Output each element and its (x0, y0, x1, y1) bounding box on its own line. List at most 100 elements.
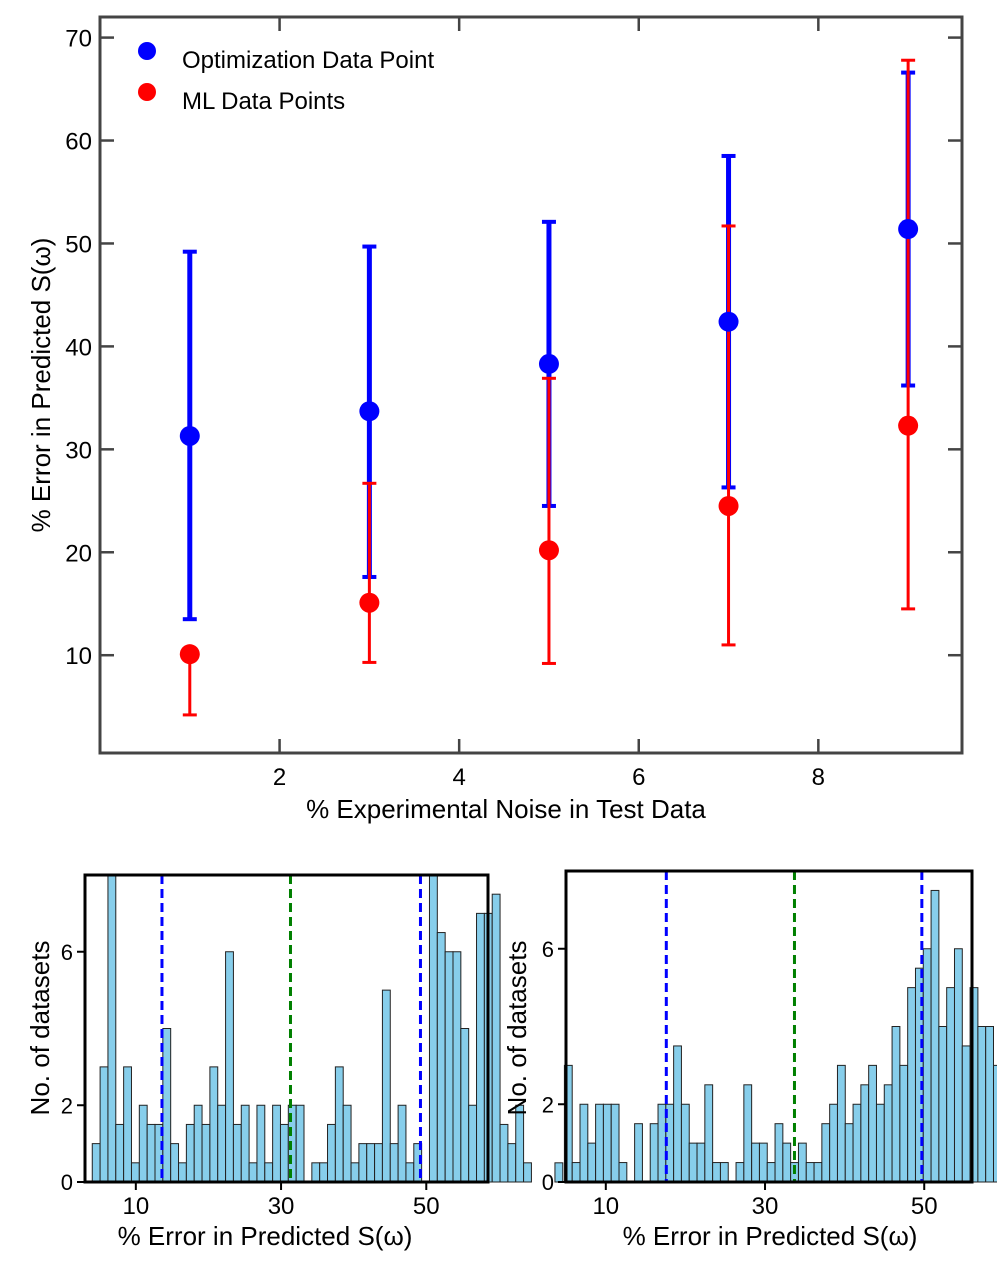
histogram-bar (499, 1123, 509, 1183)
histogram-bar (735, 1162, 745, 1183)
main-x-tick-label: 2 (273, 764, 286, 791)
histogram-bar (891, 1026, 901, 1183)
histogram-bar (130, 1162, 140, 1183)
histogram-bar (201, 1123, 211, 1183)
histogram-bar (930, 889, 940, 1183)
histogram-bar (938, 1026, 948, 1183)
histogram-x-tick-label: 10 (122, 1193, 149, 1220)
histogram-2-y-label: No. of datasets (502, 941, 532, 1116)
histogram-bar (579, 1103, 589, 1183)
histogram-bar (91, 1143, 101, 1183)
histogram-bar (240, 1104, 250, 1183)
histogram-ml: 10 30 50 0 2 6 % Error in Predicted S(ω) No. … (502, 869, 997, 1251)
legend-optimization-marker (138, 42, 156, 60)
histogram-bar (248, 1162, 258, 1183)
histogram-bar (389, 1143, 399, 1183)
data-point-optimization (898, 219, 919, 240)
main-axis-ticks: 2 4 6 8 10 20 30 40 50 60 70 (65, 17, 962, 791)
main-x-tick-label: 6 (632, 764, 645, 791)
main-y-tick-label: 30 (65, 437, 92, 464)
histogram-bar (107, 874, 117, 1183)
histogram-bar (397, 1104, 407, 1183)
histogram-y-tick-label: 0 (61, 1170, 73, 1195)
histogram-bar (405, 1162, 415, 1183)
data-point-ml (718, 495, 739, 516)
histogram-bar (688, 1142, 698, 1183)
main-x-axis-label: % Experimental Noise in Test Data (306, 794, 706, 824)
data-point-optimization (538, 353, 559, 374)
histogram-bar (712, 1162, 721, 1183)
histogram-bar (232, 1123, 242, 1183)
histogram-y-tick-label: 6 (61, 940, 73, 965)
histogram-bar (946, 987, 955, 1183)
histogram-bar (295, 1104, 305, 1183)
histogram-bar (844, 1123, 854, 1183)
histogram-bar (264, 1162, 274, 1183)
histogram-bar (311, 1162, 321, 1183)
histogram-bar (899, 1064, 909, 1183)
histogram-bar (319, 1162, 329, 1183)
histogram-bar (185, 1123, 195, 1183)
histogram-bar (704, 1084, 714, 1183)
histogram-bar (602, 1103, 612, 1183)
histogram-bar (743, 1084, 753, 1183)
histogram-bar (342, 1104, 352, 1183)
histogram-bar (774, 1123, 784, 1183)
histogram-2-frame (564, 869, 974, 1184)
histogram-bar (444, 951, 454, 1183)
main-x-tick-label: 8 (812, 764, 825, 791)
histogram-bar (618, 1162, 628, 1183)
histogram-bar (758, 1142, 768, 1183)
main-y-tick-label: 20 (65, 540, 92, 567)
histogram-bar (468, 1104, 478, 1183)
histogram-bar (327, 1123, 336, 1183)
histogram-bar (649, 1123, 659, 1183)
histogram-1-frame (83, 873, 490, 1184)
histogram-bar (523, 1162, 532, 1183)
histogram-1-x-label: % Error in Predicted S(ω) (118, 1221, 413, 1251)
histogram-bar (719, 1162, 729, 1183)
histogram-bar (657, 1103, 667, 1183)
data-point-optimization (359, 401, 380, 422)
histogram-bar (829, 1103, 838, 1183)
histogram-bar (115, 1123, 125, 1183)
legend-ml-label: ML Data Points (182, 88, 345, 115)
histogram-bar (374, 1143, 383, 1183)
data-point-ml (898, 415, 919, 436)
histogram-2-ticks: 10 30 50 0 2 6 (542, 937, 938, 1220)
histogram-bar (193, 1104, 203, 1183)
histogram-bar (673, 1045, 682, 1183)
histogram-bar (680, 1103, 690, 1183)
histogram-bar (162, 1028, 172, 1183)
histogram-2-vlines (664, 871, 924, 1182)
histogram-2-bars (563, 889, 997, 1183)
data-point-ml (359, 592, 380, 613)
histogram-bar (381, 989, 391, 1183)
histogram-y-tick-label: 2 (61, 1093, 73, 1118)
histogram-bar (821, 1123, 831, 1183)
histogram-x-tick-label: 30 (268, 1193, 295, 1220)
data-point-optimization (718, 311, 739, 332)
histogram-y-tick-label: 6 (542, 937, 554, 962)
histogram-bar (491, 893, 501, 1183)
histogram-bar (751, 1142, 760, 1183)
histogram-x-tick-label: 50 (911, 1193, 938, 1220)
data-point-optimization (179, 425, 200, 446)
histogram-bar (146, 1123, 156, 1183)
histogram-bar (452, 951, 462, 1183)
main-data-marks (179, 58, 919, 717)
histogram-bar (860, 1084, 870, 1183)
histogram-bar (366, 1143, 376, 1183)
histogram-bar (436, 932, 446, 1183)
histogram-2-x-label: % Error in Predicted S(ω) (623, 1221, 918, 1251)
histogram-x-tick-label: 10 (592, 1193, 619, 1220)
histogram-1-bars (91, 874, 564, 1183)
histogram-bar (595, 1103, 604, 1183)
main-y-tick-label: 50 (65, 231, 92, 258)
histogram-bar (178, 1162, 187, 1183)
histogram-optimization: 10 30 50 0 2 6 % Error in Predicted S(ω) No. … (25, 873, 564, 1251)
histogram-bar (476, 912, 485, 1183)
histogram-bar (209, 1066, 219, 1183)
